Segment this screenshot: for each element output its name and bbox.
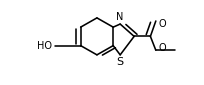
Text: HO: HO (37, 41, 51, 51)
Text: S: S (116, 57, 123, 67)
Text: N: N (116, 12, 123, 22)
Text: O: O (158, 19, 166, 29)
Text: O: O (158, 43, 166, 53)
